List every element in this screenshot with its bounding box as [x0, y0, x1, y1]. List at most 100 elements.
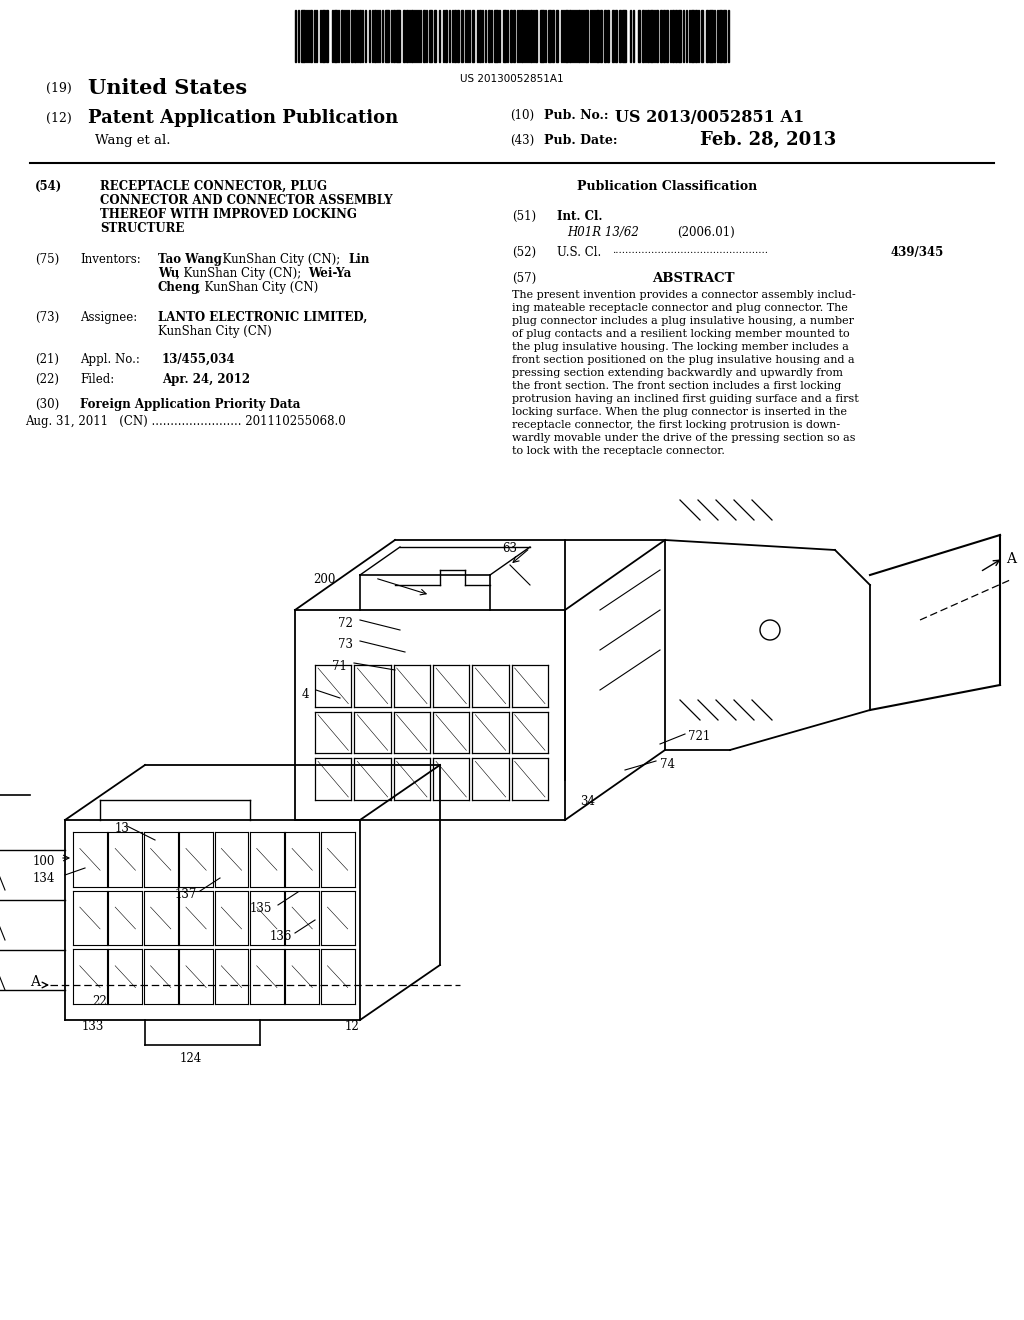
- Bar: [607, 11, 609, 62]
- Bar: [604, 11, 606, 62]
- Text: Inventors:: Inventors:: [80, 253, 140, 267]
- Text: Pub. No.:: Pub. No.:: [544, 110, 608, 121]
- Text: ABSTRACT: ABSTRACT: [652, 272, 734, 285]
- Text: ing mateable receptacle connector and plug connector. The: ing mateable receptacle connector and pl…: [512, 304, 848, 313]
- Bar: [672, 11, 674, 62]
- Text: US 20130052851A1: US 20130052851A1: [460, 74, 564, 84]
- Text: STRUCTURE: STRUCTURE: [100, 222, 184, 235]
- Bar: [556, 11, 558, 62]
- Text: 74: 74: [660, 758, 675, 771]
- Bar: [535, 11, 537, 62]
- Bar: [354, 11, 356, 62]
- Text: Patent Application Publication: Patent Application Publication: [88, 110, 398, 127]
- Text: 136: 136: [270, 931, 293, 942]
- Text: 134: 134: [33, 873, 55, 884]
- Text: (75): (75): [35, 253, 59, 267]
- Text: RECEPTACLE CONNECTOR, PLUG: RECEPTACLE CONNECTOR, PLUG: [100, 180, 327, 193]
- Bar: [434, 11, 436, 62]
- Text: H01R 13/62: H01R 13/62: [567, 226, 639, 239]
- Text: 133: 133: [82, 1020, 104, 1034]
- Text: 200: 200: [313, 573, 336, 586]
- Text: KunShan City (CN): KunShan City (CN): [158, 325, 271, 338]
- Bar: [660, 11, 662, 62]
- Text: front section positioned on the plug insulative housing and a: front section positioned on the plug ins…: [512, 355, 855, 366]
- Bar: [615, 11, 617, 62]
- Bar: [454, 11, 456, 62]
- Text: (10): (10): [510, 110, 535, 121]
- Text: (51): (51): [512, 210, 537, 223]
- Text: (52): (52): [512, 246, 537, 259]
- Text: the front section. The front section includes a first locking: the front section. The front section inc…: [512, 381, 842, 391]
- Bar: [351, 11, 353, 62]
- Text: 439/345: 439/345: [891, 246, 944, 259]
- Bar: [642, 11, 644, 62]
- Bar: [565, 11, 568, 62]
- Text: (30): (30): [35, 399, 59, 411]
- Text: Foreign Application Priority Data: Foreign Application Priority Data: [80, 399, 300, 411]
- Text: 135: 135: [250, 902, 272, 915]
- Text: 13: 13: [115, 822, 130, 836]
- Bar: [612, 11, 614, 62]
- Text: 73: 73: [338, 638, 353, 651]
- Bar: [393, 11, 395, 62]
- Text: , KunShan City (CN);: , KunShan City (CN);: [215, 253, 340, 267]
- Bar: [385, 11, 389, 62]
- Bar: [326, 11, 328, 62]
- Bar: [521, 11, 523, 62]
- Bar: [334, 11, 337, 62]
- Text: (54): (54): [35, 180, 62, 193]
- Text: 13/455,034: 13/455,034: [162, 352, 236, 366]
- Text: of plug contacts and a resilient locking member mounted to: of plug contacts and a resilient locking…: [512, 329, 850, 339]
- Text: the plug insulative housing. The locking member includes a: the plug insulative housing. The locking…: [512, 342, 849, 352]
- Text: , KunShan City (CN): , KunShan City (CN): [197, 281, 318, 294]
- Bar: [552, 11, 554, 62]
- Bar: [548, 11, 551, 62]
- Bar: [301, 11, 305, 62]
- Bar: [706, 11, 708, 62]
- Text: CONNECTOR AND CONNECTOR ASSEMBLY: CONNECTOR AND CONNECTOR ASSEMBLY: [100, 194, 392, 207]
- Bar: [691, 11, 694, 62]
- Bar: [709, 11, 713, 62]
- Text: (57): (57): [512, 272, 537, 285]
- Text: pressing section extending backwardly and upwardly from: pressing section extending backwardly an…: [512, 368, 843, 378]
- Text: Appl. No.:: Appl. No.:: [80, 352, 140, 366]
- Text: 71: 71: [332, 660, 347, 673]
- Bar: [513, 11, 515, 62]
- Text: Publication Classification: Publication Classification: [577, 180, 758, 193]
- Bar: [650, 11, 653, 62]
- Text: A: A: [30, 975, 40, 989]
- Text: 100: 100: [33, 855, 55, 869]
- Bar: [494, 11, 498, 62]
- Bar: [695, 11, 697, 62]
- Bar: [656, 11, 658, 62]
- Text: 124: 124: [180, 1052, 203, 1065]
- Bar: [618, 11, 621, 62]
- Bar: [596, 11, 599, 62]
- Text: plug connector includes a plug insulative housing, a number: plug connector includes a plug insulativ…: [512, 315, 854, 326]
- Text: A: A: [1006, 552, 1016, 566]
- Text: 12: 12: [345, 1020, 359, 1034]
- Bar: [503, 11, 506, 62]
- Text: Apr. 24, 2012: Apr. 24, 2012: [162, 374, 250, 385]
- Bar: [510, 11, 512, 62]
- Bar: [472, 11, 474, 62]
- Text: Lin: Lin: [348, 253, 370, 267]
- Text: United States: United States: [88, 78, 247, 98]
- Text: The present invention provides a connector assembly includ-: The present invention provides a connect…: [512, 290, 856, 300]
- Text: Pub. Date:: Pub. Date:: [544, 135, 617, 147]
- Bar: [374, 11, 376, 62]
- Bar: [396, 11, 400, 62]
- Bar: [600, 11, 602, 62]
- Text: Filed:: Filed:: [80, 374, 115, 385]
- Bar: [663, 11, 665, 62]
- Text: ................................................: ........................................…: [612, 246, 768, 255]
- Text: 22: 22: [92, 995, 106, 1008]
- Bar: [723, 11, 726, 62]
- Bar: [622, 11, 626, 62]
- Text: Cheng: Cheng: [158, 281, 201, 294]
- Text: Wang et al.: Wang et al.: [95, 135, 171, 147]
- Text: Feb. 28, 2013: Feb. 28, 2013: [700, 131, 837, 149]
- Bar: [647, 11, 649, 62]
- Text: Wu: Wu: [158, 267, 179, 280]
- Bar: [479, 11, 481, 62]
